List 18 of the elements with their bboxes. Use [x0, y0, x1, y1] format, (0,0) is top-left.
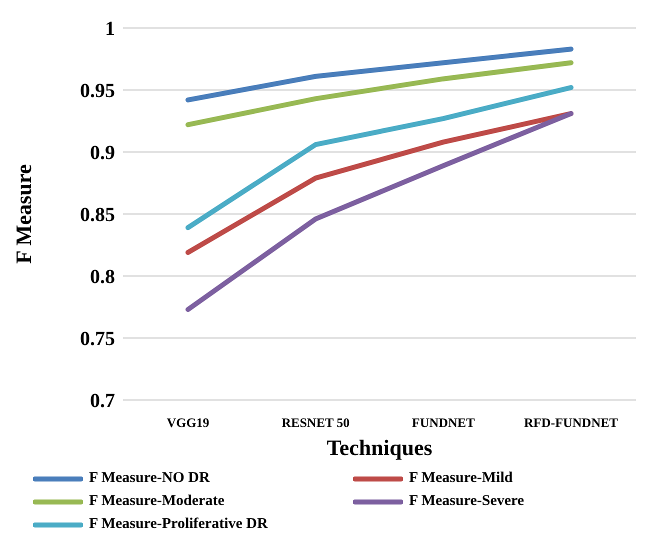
x-tick-label: RFD-FUNDNET — [524, 415, 618, 430]
x-tick-label: FUNDNET — [412, 415, 476, 430]
y-tick-label: 0.9 — [90, 142, 115, 164]
legend-label: F Measure-Proliferative DR — [89, 516, 268, 533]
legend-label: F Measure-Moderate — [89, 493, 224, 510]
y-tick-label: 0.85 — [80, 204, 115, 226]
x-tick-label: RESNET 50 — [282, 415, 350, 430]
y-tick-label: 0.75 — [80, 328, 115, 350]
legend-label: F Measure-Mild — [409, 470, 513, 487]
y-tick-label: 0.95 — [80, 80, 115, 102]
legend-label: F Measure-Severe — [409, 493, 524, 510]
y-axis-title: F Measure — [10, 164, 36, 264]
y-tick-label: 1 — [105, 18, 115, 40]
x-axis-title: Techniques — [326, 435, 433, 460]
x-tick-label: VGG19 — [166, 415, 210, 430]
y-tick-label: 0.8 — [90, 266, 115, 288]
y-tick-label: 0.7 — [90, 390, 115, 412]
legend-label: F Measure-NO DR — [89, 470, 210, 487]
